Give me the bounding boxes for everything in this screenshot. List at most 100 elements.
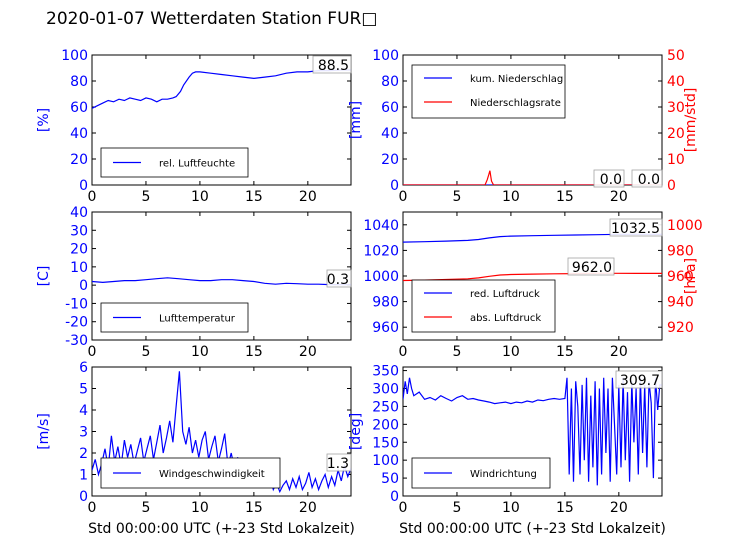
latest-value-label: 0.3 [327,272,349,288]
y-tick-label: 20 [70,242,88,258]
x-tick-label: 0 [399,189,408,205]
legend-label: Windgeschwindigkeit [159,469,265,480]
legend-label: Niederschlagsrate [470,98,561,109]
legend-box [411,279,556,333]
x-tick-label: 15 [556,189,574,205]
y-tick-label: 30 [70,223,88,239]
x-tick-label: 10 [191,500,209,516]
x-tick-label: 0 [88,344,97,360]
x-tick-label: 15 [245,500,263,516]
y-axis-label: [deg] [348,413,364,450]
plot-frame [91,54,352,186]
y-tick-label: -10 [65,296,88,312]
latest-value-label: 1.3 [327,456,349,472]
y-tick-label: 6 [79,360,88,376]
series-line-humidity-0 [92,69,351,109]
latest-value-box [593,169,625,188]
latest-value-label: 0.0 [600,172,622,188]
x-axis-label: Std 00:00:00 UTC (+-23 Std Lokalzeit) [88,521,355,537]
y-tick-label: 250 [372,399,399,415]
latest-value-box [312,55,352,74]
y-tick-label: 960 [372,320,399,336]
legend-label: rel. Luftfeuchte [159,159,235,170]
latest-value-label: 88.5 [318,58,349,74]
x-tick-label: 15 [556,500,574,516]
x-tick-label: 0 [88,189,97,205]
y-tick-label: 0 [390,489,399,505]
latest-value-label: 1032.5 [611,221,660,237]
y2-axis-label: [mm/std] [683,88,699,153]
x-tick-label: 5 [452,189,461,205]
latest-value-box [615,370,663,389]
x-tick-label: 20 [610,500,628,516]
x-tick-label: 0 [399,500,408,516]
y-tick-label: 0 [79,278,88,294]
latest-value-label: 309.7 [620,373,660,389]
y-tick-label: 350 [372,364,399,380]
page-title: 2020-01-07 Wetterdaten Station FUR□ [46,9,378,29]
series-line-precipitation-1 [403,170,662,185]
latest-value-box [631,169,663,188]
y-tick-label: 10 [70,260,88,276]
x-tick-label: 0 [399,344,408,360]
y-tick-label: 3 [79,425,88,441]
y-tick-label: 80 [381,74,399,90]
y-tick-label: 4 [79,403,88,419]
y-tick-label: -20 [65,315,88,331]
y2-tick-label: 1000 [667,218,703,234]
y2-tick-label: 50 [667,48,685,64]
y-tick-label: 0 [390,178,399,194]
y-tick-label: 1040 [363,218,399,234]
y2-tick-label: 980 [667,243,694,259]
y2-axis-label: [hPa] [683,258,699,294]
x-tick-label: 10 [502,500,520,516]
y-axis-label: [mm] [348,101,364,139]
y-tick-label: 150 [372,435,399,451]
legend-label: kum. Niederschlag [470,74,563,85]
legend-label: red. Luftdruck [470,289,540,300]
legend-label: Lufttemperatur [159,314,236,325]
x-tick-label: 20 [610,189,628,205]
y2-tick-label: 0 [667,178,676,194]
latest-value-box [326,269,352,288]
latest-value-box [609,218,663,237]
x-tick-label: 5 [452,500,461,516]
x-tick-label: 5 [141,344,150,360]
series-line-wind_direction-0 [403,377,662,486]
y-tick-label: 20 [70,152,88,168]
y-tick-label: 50 [381,471,399,487]
y-tick-label: 100 [61,48,88,64]
plot-frame [402,366,663,497]
latest-value-label: 0.0 [638,172,660,188]
x-tick-label: 20 [610,344,628,360]
series-line-pressure-1 [403,272,662,282]
y-tick-label: 60 [70,100,88,116]
y2-tick-label: 920 [667,320,694,336]
y-tick-label: 40 [70,205,88,221]
y-axis-label: [%] [36,108,52,132]
y-tick-label: 5 [79,382,88,398]
y-tick-label: 1000 [363,269,399,285]
y-tick-label: 40 [70,126,88,142]
y-tick-label: 60 [381,100,399,116]
y-tick-label: 200 [372,417,399,433]
x-tick-label: 10 [502,189,520,205]
x-tick-label: 5 [141,500,150,516]
chart-temperature: 0 5 10 15 20 -30 -20 -10 0 10 20 30 40 [C] Lufttempera… [36,205,352,360]
chart-humidity: 0 5 10 15 20 0 20 40 60 80 100 [%] rel. Luftfeuchte 8… [36,48,352,205]
latest-value-box [326,453,352,472]
x-tick-label: 15 [245,344,263,360]
x-tick-label: 15 [245,189,263,205]
y2-tick-label: 10 [667,152,685,168]
y-tick-label: 2 [79,446,88,462]
y-axis-label: [m/s] [36,413,52,450]
latest-value-label: 962.0 [572,260,612,276]
y-tick-label: 0 [79,178,88,194]
x-tick-label: 15 [556,344,574,360]
y2-tick-label: 40 [667,74,685,90]
y2-tick-label: 940 [667,295,694,311]
y-tick-label: 980 [372,295,399,311]
y-axis-label: [C] [36,266,52,287]
